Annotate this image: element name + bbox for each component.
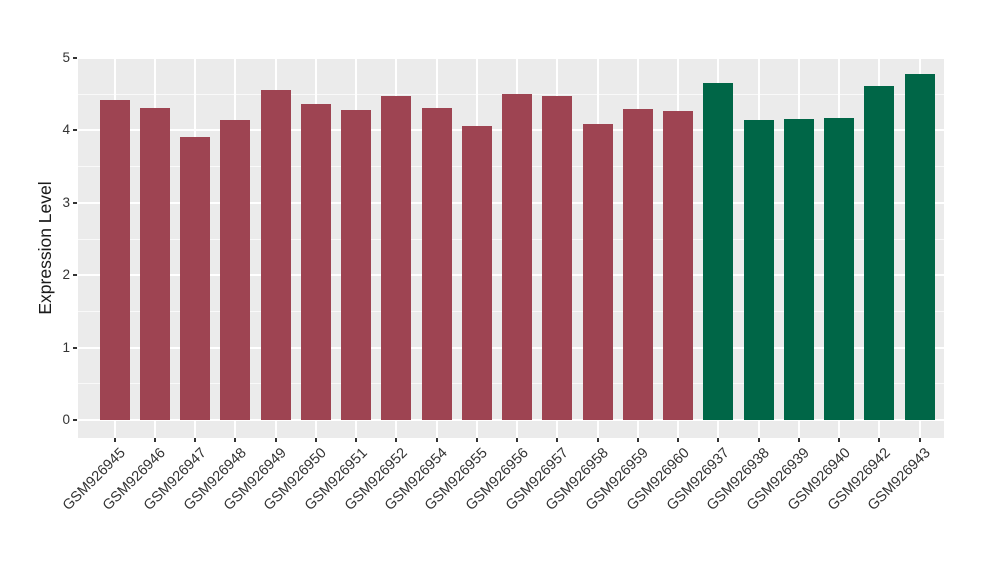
- x-tick-mark: [153, 438, 156, 442]
- bar: [542, 96, 573, 420]
- x-tick-mark: [516, 438, 518, 442]
- y-tick-label: 3: [62, 194, 70, 210]
- y-tick-label: 5: [62, 50, 70, 65]
- x-tick-mark: [314, 438, 317, 442]
- bar: [904, 73, 935, 420]
- bar: [743, 120, 774, 420]
- x-tick-mark: [717, 438, 720, 442]
- bar: [502, 94, 532, 420]
- x-tick-mark: [475, 438, 478, 442]
- x-tick-mark: [636, 438, 639, 442]
- bar: [582, 123, 613, 420]
- x-tick-mark: [596, 438, 599, 442]
- y-tick-mark: [73, 129, 77, 132]
- x-tick-mark: [677, 438, 679, 442]
- y-tick-label: 4: [62, 122, 70, 138]
- x-tick-mark: [556, 438, 559, 442]
- bar: [824, 118, 854, 420]
- y-tick-mark: [73, 201, 77, 204]
- bar: [139, 107, 170, 420]
- bar: [260, 89, 291, 420]
- bar: [180, 136, 210, 420]
- bar: [703, 83, 734, 420]
- y-tick-label: 2: [62, 267, 70, 283]
- x-tick-mark: [395, 438, 398, 442]
- y-tick-label: 1: [62, 339, 70, 355]
- bar: [341, 110, 371, 420]
- y-tick-mark: [73, 419, 77, 421]
- bar: [300, 104, 331, 420]
- x-tick-mark: [113, 438, 116, 442]
- x-tick-mark: [838, 438, 840, 442]
- x-tick-mark: [355, 438, 357, 442]
- x-tick-mark: [194, 438, 196, 442]
- bar: [220, 119, 251, 420]
- bar: [663, 110, 693, 420]
- x-tick-mark: [435, 438, 438, 442]
- x-tick-mark: [234, 438, 237, 442]
- y-tick-mark: [73, 274, 77, 277]
- y-tick-label: 0: [62, 412, 70, 427]
- bar: [622, 109, 653, 420]
- bar: [99, 100, 130, 420]
- x-tick-mark: [878, 438, 881, 442]
- h-gridline-major: [78, 58, 944, 59]
- x-tick-mark: [918, 438, 921, 442]
- bar: [461, 126, 492, 420]
- plot-panel: [78, 58, 944, 438]
- x-tick-mark: [757, 438, 760, 442]
- y-tick-mark: [73, 57, 77, 59]
- bar: [381, 96, 412, 420]
- bar: [864, 85, 895, 420]
- x-tick-mark: [274, 438, 277, 442]
- bar: [783, 118, 814, 420]
- bar: [421, 107, 452, 420]
- h-gridline-major: [78, 419, 944, 421]
- y-tick-mark: [73, 346, 77, 349]
- x-tick-mark: [797, 438, 800, 442]
